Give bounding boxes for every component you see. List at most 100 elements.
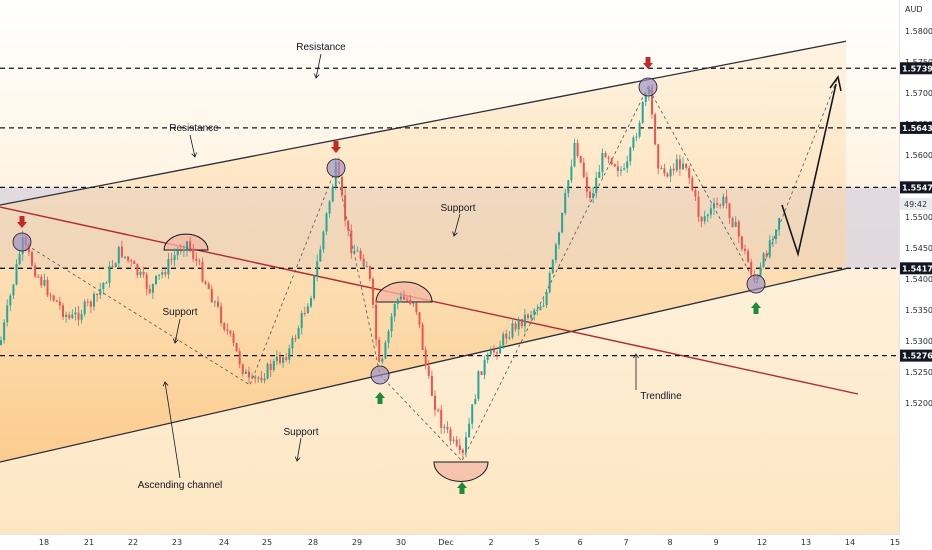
candle-body <box>700 216 703 222</box>
pivot-circle-marker <box>370 365 390 385</box>
candle-body <box>198 260 201 262</box>
candle-body <box>678 159 681 170</box>
candle-body <box>182 249 185 252</box>
candle-body <box>505 333 508 339</box>
candles-layer <box>0 83 781 460</box>
candle-body <box>344 195 347 221</box>
candle-body <box>186 241 188 250</box>
candle-body <box>294 338 297 340</box>
candle-body <box>173 255 176 261</box>
candle-body <box>403 296 405 300</box>
candle-body <box>139 271 142 275</box>
candle-body <box>213 301 216 303</box>
candle-body <box>399 296 402 300</box>
candle-body <box>452 439 455 441</box>
candle-body <box>27 244 30 253</box>
candle-body <box>682 163 684 170</box>
candle-body <box>71 314 74 319</box>
countdown-badge <box>900 198 932 210</box>
candle-body <box>89 301 92 307</box>
candle-body <box>638 122 641 137</box>
candle-body <box>620 169 622 171</box>
annotation-leader-line <box>315 53 322 79</box>
time-axis[interactable]: 18 21 22 23 24 25 28 29 30 Dec 2 5 6 7 8 9 12 13 14 15 <box>39 538 900 547</box>
candle-body <box>52 295 55 301</box>
candle-body <box>551 259 554 274</box>
candle-body <box>31 252 33 266</box>
annotation-label: Ascending channel <box>138 480 223 491</box>
level-label-box-support-bottom <box>900 349 932 362</box>
candle-body <box>207 283 210 290</box>
x-tick-label: 30 <box>396 538 406 547</box>
candle-body <box>449 429 452 441</box>
candle-body <box>272 361 275 371</box>
candle-body <box>508 337 511 339</box>
y-tick-label: 1.56000 <box>905 151 932 160</box>
candle-body <box>260 377 263 381</box>
candle-body <box>120 246 123 258</box>
annotation-arrowhead <box>452 231 458 237</box>
candle-body <box>282 357 285 363</box>
candle-body <box>523 314 526 327</box>
candle-body <box>604 153 607 158</box>
candle-body <box>238 351 241 365</box>
candle-body <box>654 114 657 145</box>
candle-body <box>740 236 743 249</box>
candle-body <box>768 240 771 257</box>
candle-body <box>269 363 272 371</box>
candle-body <box>610 158 613 165</box>
candle-body <box>440 409 443 428</box>
x-tick-label: 15 <box>890 538 900 547</box>
x-tick-label: 9 <box>713 538 718 547</box>
candle-body <box>672 168 675 171</box>
buy-arrow-icon <box>375 392 385 404</box>
sell-arrow-icon <box>331 141 341 153</box>
candle-body <box>762 253 765 267</box>
candle-body <box>558 232 560 245</box>
candle-body <box>58 301 61 306</box>
candle-body <box>387 331 390 343</box>
x-tick-label: 5 <box>534 538 539 547</box>
candle-body <box>285 357 288 360</box>
candle-body <box>179 250 182 252</box>
level-label-box-support-upper <box>900 181 932 194</box>
level-label-box-resistance-mid <box>900 121 932 134</box>
candle-body <box>136 263 139 275</box>
candle-body <box>43 279 46 286</box>
candle-body <box>356 250 359 252</box>
candle-body <box>124 256 126 258</box>
candle-body <box>548 273 551 293</box>
candle-body <box>725 196 728 204</box>
candle-body <box>220 306 223 324</box>
candle-body <box>145 274 148 289</box>
candle-body <box>486 354 489 361</box>
candle-body <box>458 445 461 450</box>
candle-body <box>108 266 111 283</box>
candle-body <box>427 365 430 376</box>
projection-arrowhead <box>829 75 842 92</box>
annotation-leader-line <box>164 381 181 479</box>
annotation-arrowhead <box>313 73 320 79</box>
candle-body <box>86 301 89 303</box>
candle-body <box>226 329 229 331</box>
candle-body <box>248 371 250 378</box>
annotation-arrowhead <box>633 353 639 359</box>
candle-body <box>192 249 195 259</box>
candle-body <box>204 281 207 284</box>
candle-body <box>341 177 343 196</box>
candle-body <box>632 137 635 148</box>
candle-body <box>499 345 502 354</box>
candle-body <box>759 266 762 276</box>
candle-body <box>731 218 734 227</box>
candle-body <box>93 293 95 307</box>
candle-body <box>564 193 567 213</box>
candle-body <box>601 153 604 172</box>
projected-price-path <box>781 83 837 258</box>
candle-body <box>306 306 309 314</box>
candle-body <box>244 371 247 374</box>
projected-path-layer <box>21 75 842 462</box>
channel-fill <box>0 41 846 462</box>
price-axis-background <box>900 0 932 550</box>
